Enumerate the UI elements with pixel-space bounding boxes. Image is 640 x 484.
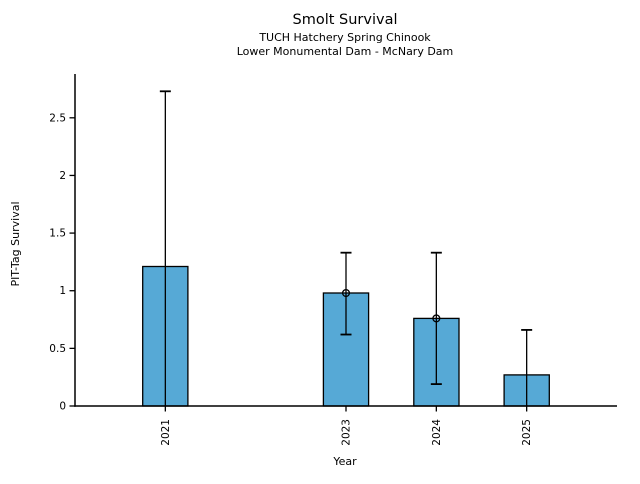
x-tick-label-2023: 2023 [341,419,353,446]
y-tick-label-1: 1 [59,285,66,297]
y-axis-label: PIT-Tag Survival [9,201,22,287]
y-tick-label-2: 2 [59,170,66,182]
point-marker-2024 [432,314,441,323]
chart-title: Smolt Survival [292,12,398,28]
x-tick-label-2025: 2025 [521,419,533,446]
x-tick-label-2021: 2021 [160,419,172,446]
x-tick-label-2024: 2024 [431,419,443,446]
y-tick-label-2.5: 2.5 [49,112,66,124]
point-marker-2023 [341,288,351,298]
y-tick-label-0: 0 [59,401,66,413]
x-axis-label: Year [333,455,357,468]
y-tick-label-1.5: 1.5 [49,228,66,240]
chart-subtitle-line1: TUCH Hatchery Spring Chinook [259,31,431,44]
y-tick-label-0.5: 0.5 [49,343,66,355]
chart-subtitle-line2: Lower Monumental Dam - McNary Dam [236,45,454,58]
